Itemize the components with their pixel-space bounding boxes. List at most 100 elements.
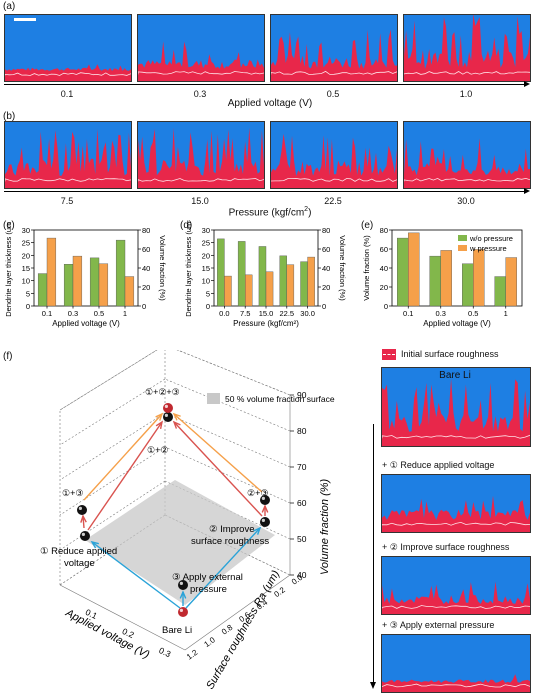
initial-surface-line: [404, 177, 530, 182]
y-tick-label: 20: [380, 283, 388, 292]
panel-b-label: (b): [3, 111, 16, 122]
grid-line: [59, 378, 166, 446]
sim-image-a3: [270, 14, 398, 82]
sim-image-a1: [4, 14, 132, 82]
bar: [397, 237, 409, 307]
bar: [258, 246, 267, 307]
panel-e-label: (e): [361, 220, 374, 231]
bar: [37, 273, 48, 307]
axis-title-a: Applied voltage (V): [227, 98, 313, 109]
y-axis-label: Volume fraction (%): [362, 235, 371, 301]
y2-tick-label: 0: [322, 302, 326, 311]
y2-tick-label: 40: [142, 264, 150, 273]
initial-surface-line: [382, 434, 530, 439]
bar: [473, 249, 485, 307]
y-tick-label: 20: [22, 251, 30, 260]
z-tick-label: 60: [297, 498, 307, 508]
bar: [124, 276, 135, 307]
tick-label-a1: 0.1: [60, 89, 74, 99]
initial-surface-line: [271, 70, 397, 75]
point-1-highlight: [81, 532, 85, 536]
point-2-highlight: [261, 518, 265, 522]
label-point-2: ② Improve: [209, 524, 254, 535]
panel-f-label: (f): [3, 351, 13, 362]
arrow-2-to-23-head: [261, 504, 269, 513]
sim-svg: [5, 64, 131, 81]
x-axis-label: Pressure (kgf/cm²): [233, 319, 299, 328]
y-tick-label: 1.2: [185, 648, 200, 662]
x-tick-label: 7.5: [240, 309, 250, 318]
x-tick-label: 1: [504, 309, 508, 318]
initial-surface-line: [271, 177, 397, 182]
point-3-highlight: [179, 581, 183, 585]
y-tick-label: 80: [380, 226, 388, 235]
x-axis-label: Applied voltage (V): [63, 607, 152, 662]
bar: [307, 256, 315, 307]
point-123: [163, 403, 173, 413]
y-tick-label: 0: [384, 302, 388, 311]
side-step-3: + ③ Apply external pressure: [382, 620, 495, 630]
bar-chart-d: 0 5 10 15 20 25 30 0 20 40 60 80 0.0 7.5 15.0 22.5 30.0P…: [184, 222, 347, 328]
bar: [286, 264, 295, 307]
grid-line: [59, 412, 166, 481]
scale-bar: [14, 18, 36, 21]
side-step-1: + ① Reduce applied voltage: [382, 460, 495, 470]
y-tick-label: 10: [202, 277, 210, 286]
initial-surface-line: [138, 178, 264, 182]
panel-a-label: (a): [3, 1, 16, 12]
arrow-head-b: [524, 188, 530, 194]
side-bare-label: Bare Li: [439, 370, 471, 381]
y2-axis-label: Volume fraction (%): [338, 235, 347, 301]
dendrite-region: [382, 581, 530, 614]
x-tick-label: 0.3: [68, 309, 78, 318]
arrow-bare-to-3-head: [179, 590, 187, 599]
grid-line: [164, 412, 291, 468]
axis-x: [59, 584, 186, 651]
arrow-bare-to-1-head: [90, 540, 99, 549]
y-tick-label: 30: [22, 226, 30, 235]
point-23-highlight: [261, 496, 265, 500]
initial-surface-line: [382, 521, 530, 526]
side-image-bare: [381, 367, 531, 447]
x-tick-label: 22.5: [279, 309, 294, 318]
y-tick-label: 25: [202, 239, 210, 248]
y2-tick-label: 60: [322, 245, 330, 254]
bar: [505, 257, 518, 307]
x-tick-label: 30.0: [300, 309, 315, 318]
arrow-bare-to-2: [185, 527, 261, 609]
side-arrow-head: [370, 682, 376, 689]
sim-image-b4: [403, 121, 531, 189]
bar: [237, 241, 246, 307]
legend-initial-roughness: Initial surface roughness: [401, 349, 499, 359]
volume-fraction-plane: [85, 480, 275, 605]
y-tick-label: 20: [202, 251, 210, 260]
point-13-highlight: [78, 506, 82, 510]
tick-label-b1: 7.5: [60, 196, 74, 206]
z-tick-label: 80: [297, 426, 307, 436]
z-tick-label: 90: [297, 390, 307, 400]
arrow-bare-to-2-head: [253, 526, 262, 535]
bar: [279, 255, 287, 307]
initial-surface-line: [138, 71, 264, 75]
tick-label-b2: 15.0: [191, 196, 209, 206]
grid-line: [164, 378, 291, 432]
label-point-123: ①+②+③: [145, 387, 180, 397]
arrow-head-a: [524, 81, 530, 87]
x-tick-label: 0.1: [42, 309, 52, 318]
dendrite-region: [404, 138, 530, 188]
initial-surface-line: [5, 178, 131, 182]
y2-tick-label: 0: [142, 302, 146, 311]
grid-line: [176, 350, 291, 396]
sim-image-b1: [4, 121, 132, 189]
point-bare-li: [178, 607, 188, 617]
x-axis-label: Applied voltage (V): [52, 319, 120, 328]
dendrite-region: [404, 15, 530, 81]
legend-label: w pressure: [469, 244, 507, 253]
panel-d-label: (d): [180, 220, 193, 231]
dendrite-region: [5, 128, 131, 188]
bar: [300, 261, 308, 307]
arrow-2-to-12-head: [172, 420, 181, 429]
arrow-1-to-13: [82, 515, 85, 529]
